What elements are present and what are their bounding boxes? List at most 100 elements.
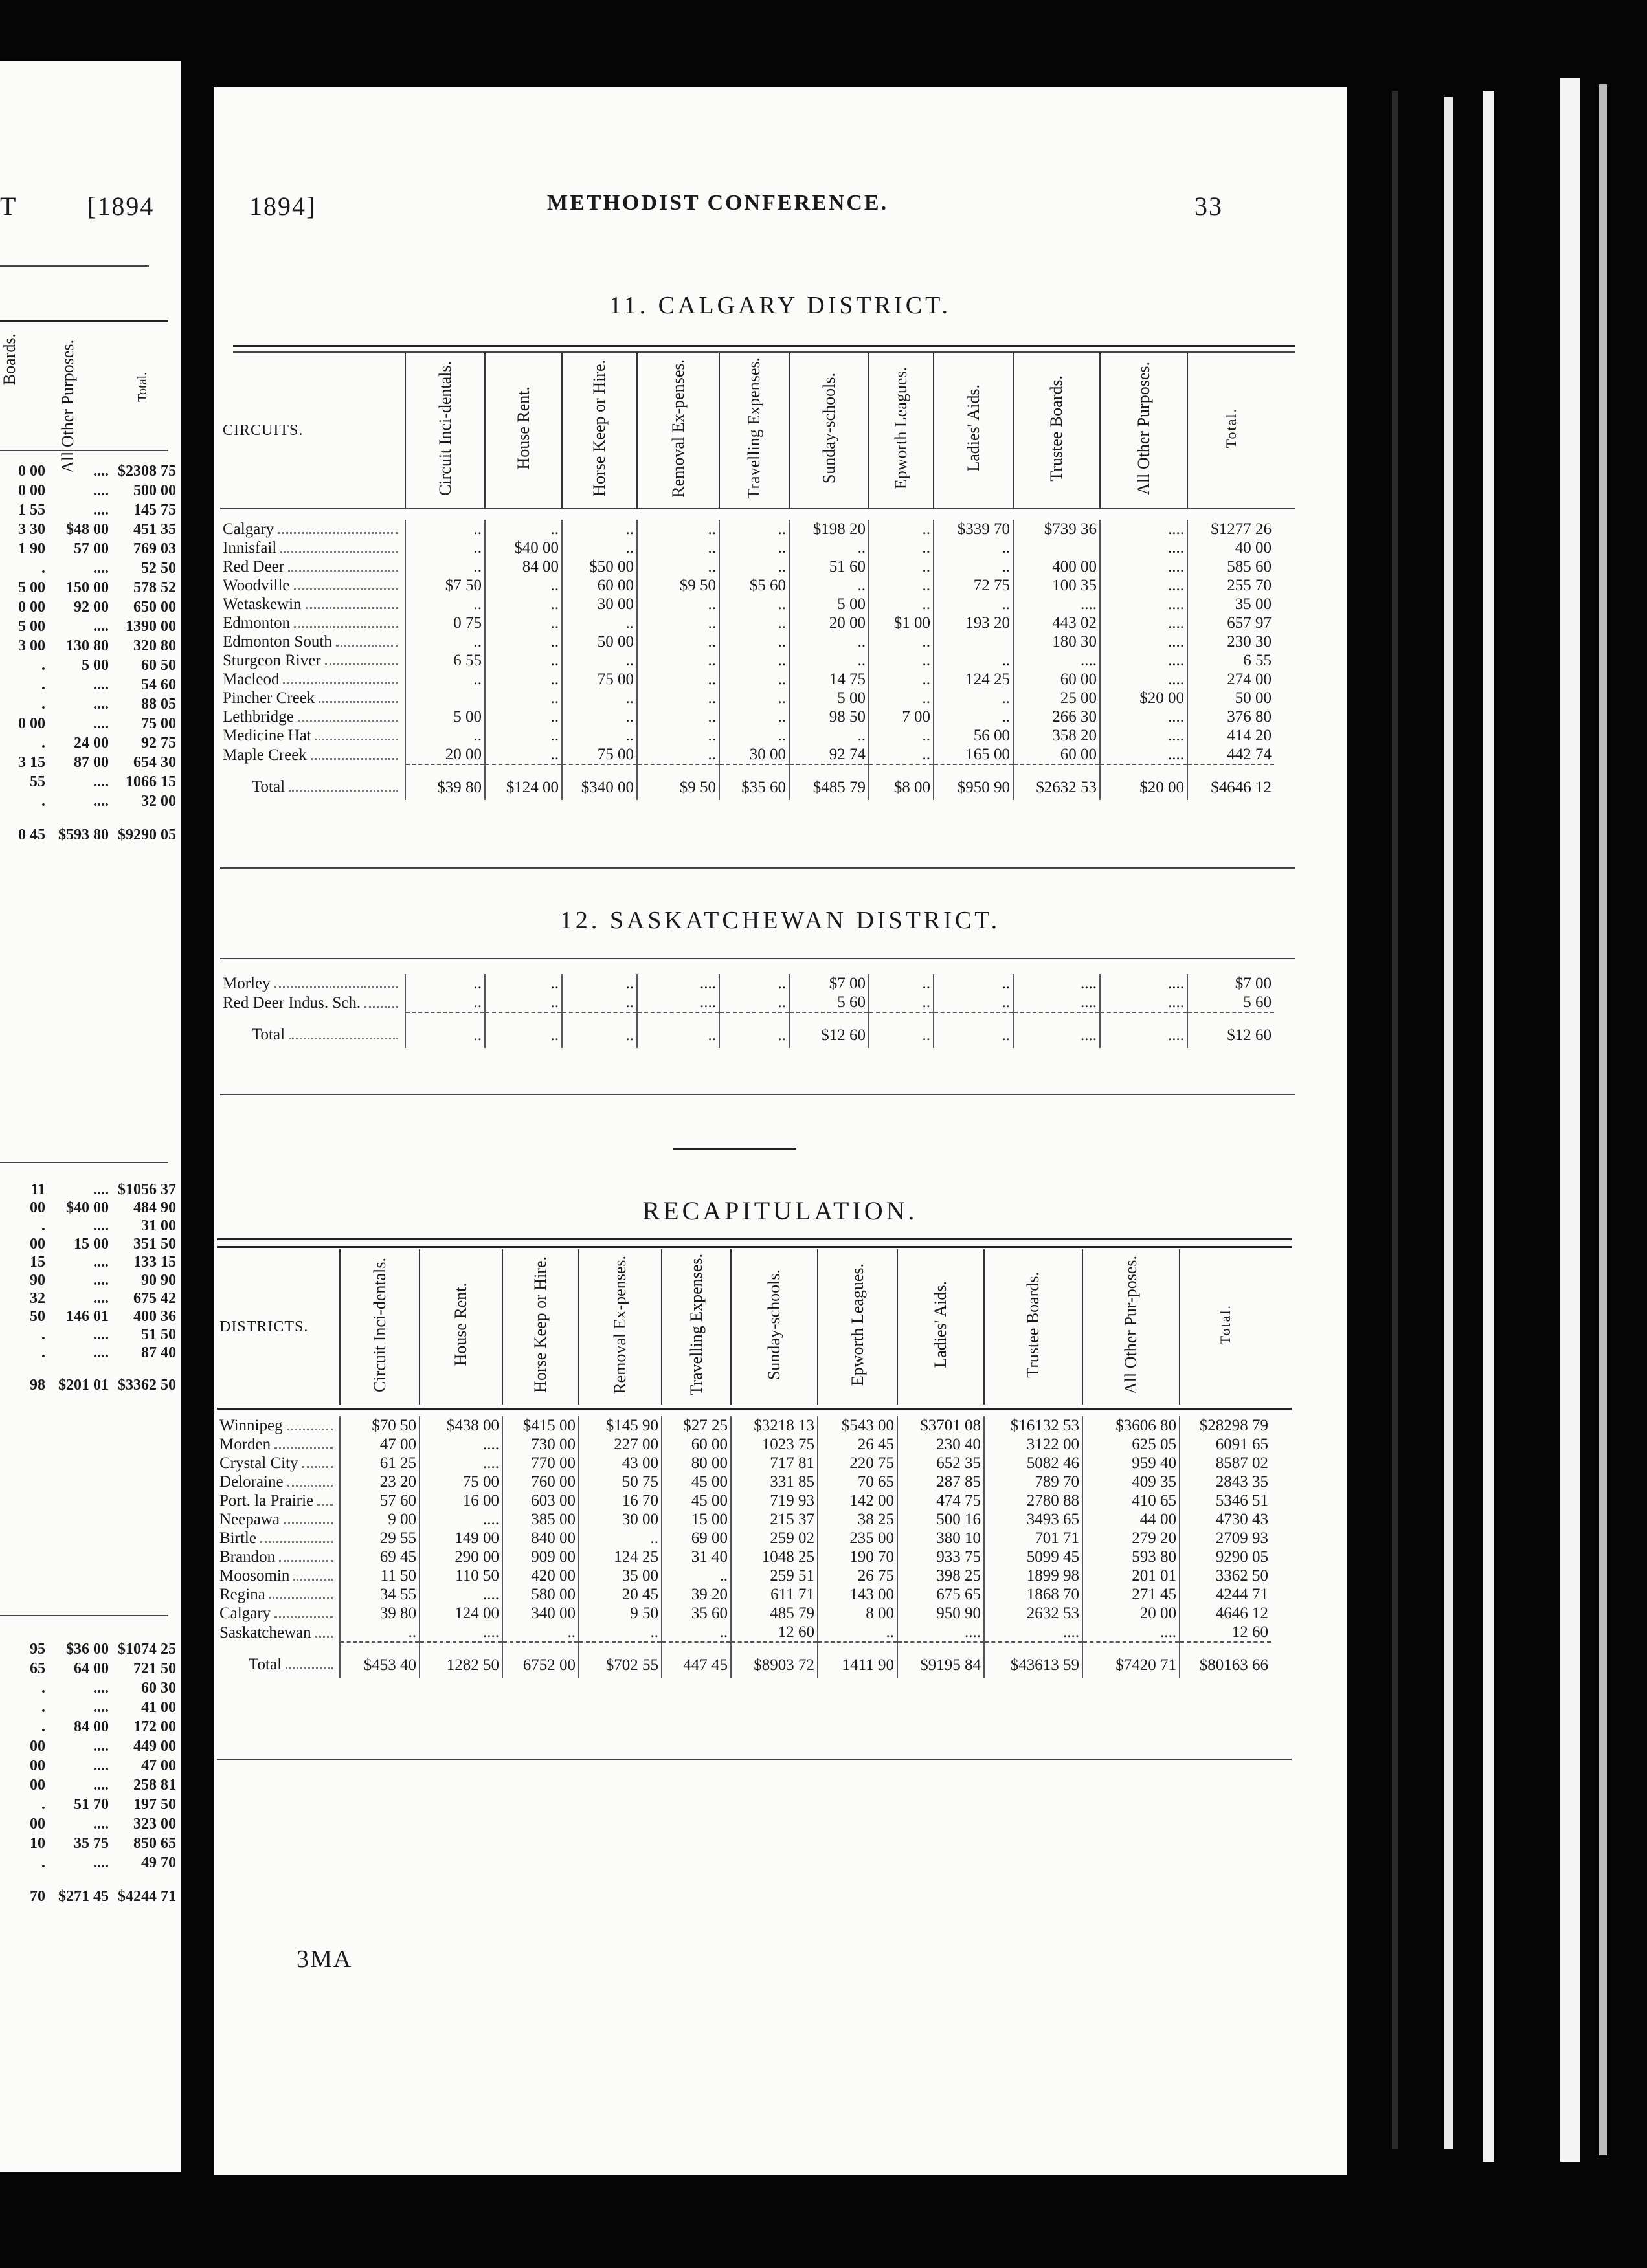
amount-cell: ..	[789, 726, 869, 745]
dot-leader	[289, 1038, 398, 1040]
column-header-label: Epworth Leagues.	[847, 1263, 867, 1386]
dot-leader	[260, 1541, 333, 1543]
left-page-cell: $4244 71	[118, 1888, 176, 1905]
amount-cell: 5 60	[1187, 993, 1274, 1012]
table-row: Calgary 39 80 124 00 340 00 9 50 35 60 485 79 8…	[217, 1604, 1271, 1623]
amount-cell: ..	[561, 974, 637, 993]
amount-cell: 376 80	[1187, 707, 1274, 726]
amount-cell: ..	[789, 576, 869, 595]
row-label: Deloraine	[219, 1473, 284, 1491]
left-page-cell: ....	[93, 482, 109, 499]
column-header: Total.	[1179, 1249, 1271, 1405]
total-row: Total $39 80 $124 00 $340 00 $9 50 $35 60 $485…	[220, 764, 1274, 800]
amount-cell: ..	[502, 1623, 579, 1642]
left-page-cell: 00	[30, 1777, 45, 1794]
amount-cell: 657 97	[1187, 614, 1274, 632]
amount-cell: ..	[661, 1623, 731, 1642]
left-page-cell: 721 50	[133, 1660, 176, 1677]
left-page-cell: ....	[93, 1777, 109, 1794]
amount-cell: 23 20	[339, 1473, 420, 1491]
amount-cell: 2780 88	[983, 1491, 1082, 1510]
amount-cell: 16 70	[578, 1491, 662, 1510]
amount-cell	[405, 689, 485, 707]
amount-cell: 75 00	[419, 1473, 502, 1491]
amount-cell: ..	[719, 1012, 789, 1048]
dot-leader	[293, 1579, 333, 1581]
amount-cell: ..	[561, 726, 637, 745]
amount-cell: ..	[719, 726, 789, 745]
left-page-cell: .	[41, 1680, 45, 1696]
column-header-label: Removal Ex-penses.	[611, 1255, 629, 1394]
left-page-cell: 00	[30, 1236, 45, 1252]
row-label: Red Deer	[223, 558, 285, 575]
column-header-label: Travelling Expenses.	[745, 357, 763, 499]
amount-cell: $12 60	[789, 1012, 869, 1048]
amount-cell: 39 20	[661, 1585, 731, 1604]
amount-cell: 500 16	[897, 1510, 984, 1529]
left-page-cell: $3362 50	[118, 1377, 176, 1394]
left-page-cell: 50	[30, 1308, 45, 1325]
table-row: Red Deer.. 84 00 $50 00.... 51 60.... 400 00…	[220, 557, 1274, 576]
table-row: Medicine Hat.............. 56 00 358 20...…	[220, 726, 1274, 745]
table-row: Crystal City 61 25.... 770 00 43 00 80 00 717…	[217, 1454, 1271, 1473]
amount-cell: 50 75	[578, 1473, 662, 1491]
amount-cell: 611 71	[730, 1585, 818, 1604]
column-header: Trustee Boards.	[1013, 353, 1100, 508]
amount-cell: 84 00	[484, 557, 562, 576]
amount-cell: ..	[636, 651, 719, 670]
column-header-label: Horse Keep or Hire.	[590, 360, 609, 496]
dot-leader	[280, 551, 398, 553]
amount-cell: 60 00	[661, 1435, 731, 1454]
left-page-cell: 51 70	[74, 1796, 109, 1813]
amount-cell: ..	[484, 576, 562, 595]
left-page-cell: ....	[93, 463, 109, 480]
amount-cell: $12 60	[1187, 1012, 1274, 1048]
left-page-cell: 654 30	[133, 754, 176, 771]
amount-cell: 230 40	[897, 1435, 984, 1454]
amount-cell: 933 75	[897, 1548, 984, 1566]
amount-cell: $453 40	[339, 1641, 420, 1678]
left-page-cell: ....	[93, 1738, 109, 1755]
amount-cell: ..	[868, 539, 934, 557]
amount-cell: ..	[933, 557, 1013, 576]
amount-cell: $198 20	[789, 520, 869, 539]
amount-cell: ..	[933, 651, 1013, 670]
amount-cell: ..	[868, 993, 934, 1012]
column-header-label: Sunday-schools.	[819, 372, 838, 484]
amount-cell: ..	[405, 1012, 485, 1048]
dot-leader	[319, 701, 398, 703]
amount-cell: 5 60	[789, 993, 869, 1012]
amount-cell: 950 90	[897, 1604, 984, 1623]
left-page-cell: 5 00	[18, 618, 45, 635]
amount-cell: 1868 70	[983, 1585, 1082, 1604]
amount-cell: ..	[933, 689, 1013, 707]
amount-cell: ....	[1099, 993, 1187, 1012]
column-header: Epworth Leagues.	[868, 353, 934, 508]
table-row: Maple Creek 20 00.. 75 00.. 30 00 92 74.. 165…	[220, 745, 1274, 764]
column-header: All Other Pur-poses.	[1082, 1249, 1180, 1405]
amount-cell: 44 00	[1082, 1510, 1180, 1529]
left-page-cell: 150 00	[66, 579, 109, 596]
amount-cell: 6 55	[1187, 651, 1274, 670]
left-page-cell: 1 55	[18, 502, 45, 518]
amount-cell: 3122 00	[983, 1435, 1082, 1454]
column-header: Horse Keep or Hire.	[561, 353, 637, 508]
left-page-cell: 88 05	[141, 696, 176, 713]
left-page-cell: 320 80	[133, 638, 176, 654]
amount-cell: 447 45	[661, 1641, 731, 1678]
amount-cell: ..	[484, 974, 562, 993]
amount-cell: ....	[1099, 576, 1187, 595]
dot-leader	[310, 757, 398, 760]
row-label: Innisfail	[223, 539, 277, 557]
amount-cell: ..	[933, 993, 1013, 1012]
table-row: Sturgeon River 6 55......................…	[220, 651, 1274, 670]
amount-cell: 75 00	[561, 745, 637, 764]
amount-cell: 3493 65	[983, 1510, 1082, 1529]
left-page-cell: 850 65	[133, 1835, 176, 1852]
column-header-label: Epworth Leagues.	[891, 366, 910, 490]
column-header: Ladies' Aids.	[897, 1249, 984, 1405]
amount-cell: ..	[484, 651, 562, 670]
signature-mark: 3MA	[297, 1946, 353, 1973]
amount-cell: ..	[719, 539, 789, 557]
left-page-cell: 24 00	[74, 735, 109, 751]
